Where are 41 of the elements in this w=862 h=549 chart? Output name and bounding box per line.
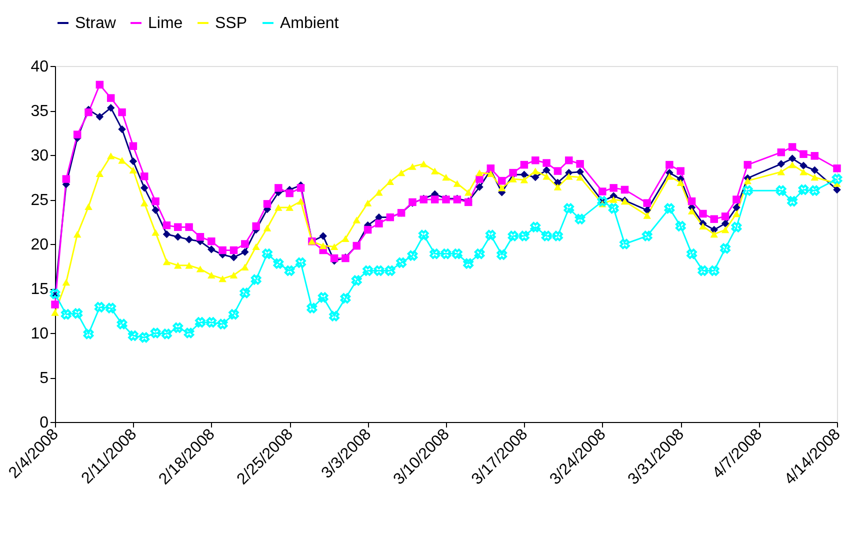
point xyxy=(106,104,115,112)
y-tick-label: 20 xyxy=(30,236,49,254)
point xyxy=(520,170,528,178)
point xyxy=(162,230,171,238)
point xyxy=(140,184,148,192)
legend-label: Ambient xyxy=(280,15,340,32)
point xyxy=(96,112,104,121)
point xyxy=(185,236,193,244)
point xyxy=(129,157,138,166)
y-tick-label: 0 xyxy=(40,414,49,432)
point xyxy=(710,226,718,234)
y-tick-label: 15 xyxy=(30,281,49,298)
y-tick-label: 10 xyxy=(30,326,49,342)
y-tick-label: 40 xyxy=(30,58,49,76)
point xyxy=(542,166,550,174)
point xyxy=(152,206,160,214)
y-tick-label: 5 xyxy=(40,370,49,387)
point xyxy=(476,183,484,191)
y-tick-label: 30 xyxy=(30,148,49,164)
point xyxy=(208,245,216,254)
point xyxy=(554,178,562,186)
point xyxy=(788,154,796,162)
legend-label: SSP xyxy=(215,15,248,32)
legend-label: Lime xyxy=(148,15,183,32)
point xyxy=(118,125,126,134)
point xyxy=(230,253,238,262)
point xyxy=(833,186,841,194)
point xyxy=(643,206,651,214)
point xyxy=(721,220,730,228)
legend-label: Straw xyxy=(75,15,116,32)
point xyxy=(174,233,182,241)
point xyxy=(800,162,808,170)
point xyxy=(732,204,740,212)
point xyxy=(576,168,584,176)
y-tick-label: 35 xyxy=(30,103,49,120)
y-tick-label: 25 xyxy=(30,192,49,209)
point xyxy=(810,166,819,174)
point xyxy=(777,160,786,168)
point xyxy=(241,248,249,256)
point xyxy=(319,232,327,240)
point xyxy=(532,173,540,182)
